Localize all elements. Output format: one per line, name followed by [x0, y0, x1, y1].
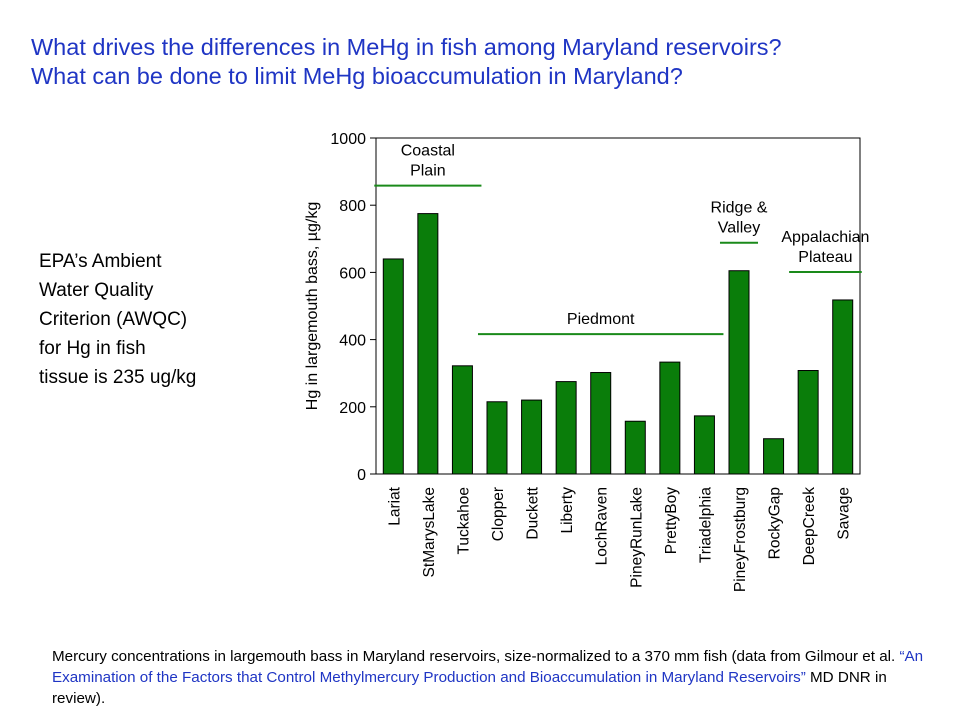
region-label-line: Piedmont: [567, 311, 635, 328]
y-tick-label: 200: [339, 400, 366, 417]
y-tick-label: 0: [357, 467, 366, 484]
x-tick-label: RockyGap: [767, 487, 784, 559]
caption-text-end: MD DNR in review).: [52, 669, 887, 707]
bar: [417, 213, 439, 475]
x-tick-label: PineyRunLake: [628, 487, 645, 588]
region-label-line: Valley: [718, 220, 760, 237]
epa-note-line: Criterion (AWQC): [39, 309, 188, 330]
x-tick-label: LochRaven: [594, 487, 611, 565]
bar: [763, 438, 785, 475]
caption-report-title: “An Examination of the Factors that Cont…: [52, 648, 924, 686]
bar: [693, 415, 715, 475]
bar: [486, 401, 508, 475]
title-line-1: What drives the differences in MeHg in f…: [31, 34, 782, 60]
bar: [659, 361, 681, 475]
caption-text: Mercury concentrations in largemouth bas…: [52, 648, 900, 665]
x-tick-label: Liberty: [559, 487, 576, 534]
x-tick-label: PrettyBoy: [663, 487, 680, 554]
bar: [382, 258, 404, 475]
mercury-bar-chart: 0 200 400 600 800 1000 Hg in largemouth bass, …: [304, 131, 869, 592]
figure-caption: Mercury concentrations in largemouth bas…: [52, 646, 932, 709]
bar: [624, 420, 646, 475]
x-tick-label: Triadelphia: [697, 487, 714, 563]
x-tick-label: Duckett: [525, 486, 542, 539]
region-label: Ridge & Valley: [711, 200, 768, 237]
x-tick-label: Lariat: [386, 486, 403, 525]
title-line-2: What can be done to limit MeHg bioaccumu…: [31, 63, 683, 89]
bar: [728, 270, 750, 475]
x-tick-label: StMarysLake: [421, 487, 438, 577]
plot-frame: [375, 137, 861, 475]
bar: [590, 372, 612, 475]
bar: [797, 370, 819, 475]
region-label-line: Ridge &: [711, 200, 768, 217]
x-tick-label: Savage: [836, 487, 853, 540]
y-tick-label: 800: [339, 198, 366, 215]
region-label-line: Appalachian: [781, 229, 869, 246]
epa-criterion-note: EPA’s Ambient Water Quality Criterion (A…: [39, 247, 269, 392]
bar: [832, 299, 854, 475]
epa-note-line: for Hg in fish: [39, 338, 146, 359]
x-tick-label: DeepCreek: [801, 487, 818, 566]
x-tick-label: PineyFrostburg: [732, 487, 749, 592]
bar: [521, 399, 543, 475]
region-label: Piedmont: [567, 311, 635, 328]
region-label: Appalachian Plateau: [781, 229, 869, 266]
region-label-line: Plateau: [798, 249, 852, 266]
epa-note-line: tissue is 235 ug/kg: [39, 367, 197, 388]
x-tick-label: Clopper: [490, 487, 507, 541]
epa-note-line: Water Quality: [39, 280, 154, 301]
y-tick-label: 400: [339, 333, 366, 350]
bar: [555, 381, 577, 475]
x-tick-label: Tuckahoe: [455, 487, 472, 555]
region-label-line: Coastal: [401, 143, 455, 160]
region-label: Coastal Plain: [401, 143, 455, 180]
bar: [451, 365, 473, 475]
epa-note-line: EPA’s Ambient: [39, 251, 162, 272]
y-axis-label: Hg in largemouth bass, µg/kg: [304, 202, 321, 410]
y-tick-label: 1000: [330, 131, 366, 148]
region-label-line: Plain: [410, 163, 446, 180]
y-tick-label: 600: [339, 265, 366, 282]
